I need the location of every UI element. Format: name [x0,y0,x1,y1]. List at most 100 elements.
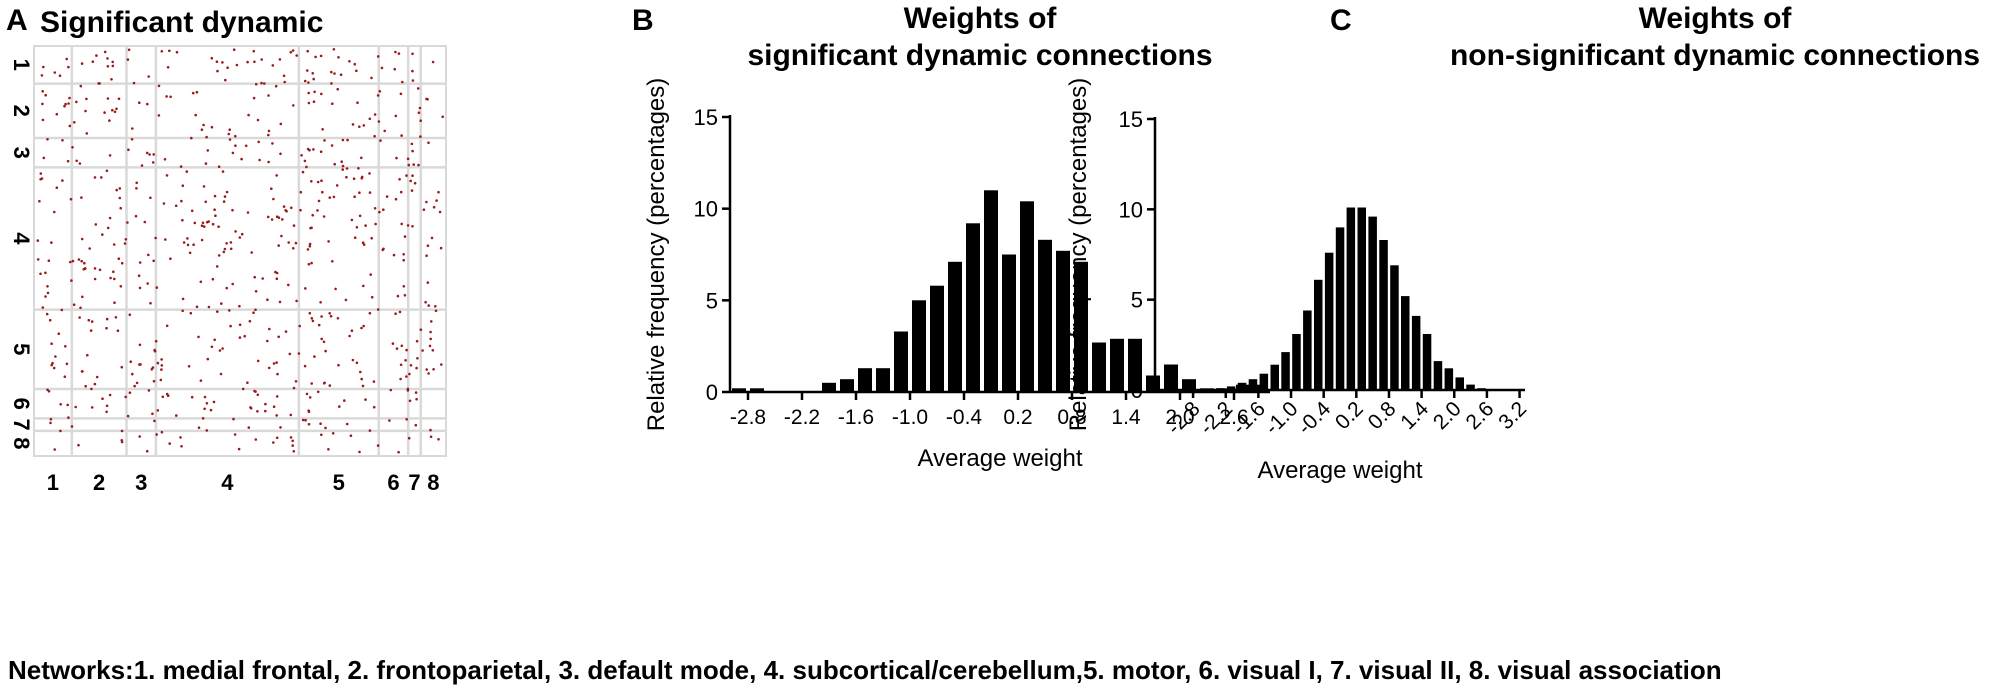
connection-dot [310,317,314,320]
heatmap-row-label: 5 [9,343,34,355]
connection-dot [263,82,266,85]
connection-dot [440,363,443,366]
x-tick-label: 2.0 [1165,406,1194,429]
connection-dot [128,391,132,395]
connection-dot [53,210,56,214]
x-tick-label: 0.2 [1003,406,1032,429]
connection-dot [182,241,186,244]
connection-dot [105,317,109,321]
connection-dot [225,242,228,245]
connection-dot [399,190,403,194]
connection-dot [306,49,310,53]
connection-dot [84,384,87,388]
connection-dot [248,319,252,323]
connection-dot [53,448,56,451]
connection-dot [44,295,47,298]
connection-dot [278,58,282,61]
x-tick-label: 0.8 [1364,397,1401,434]
connection-dot [206,357,210,361]
connection-dot [381,248,385,252]
connection-dot [139,363,142,366]
connection-dot [108,393,112,397]
connection-dot [219,372,223,376]
connection-dot [174,204,178,208]
y-tick-label: 5 [706,288,718,313]
connection-dot [429,435,433,439]
connection-dot [370,295,374,299]
connection-dot [429,330,432,334]
histogram-bar [1270,364,1279,390]
connection-dot [360,377,364,381]
connection-dot [71,259,75,263]
connection-dot [79,84,83,88]
connection-dot [165,392,169,396]
connection-dot [106,226,110,230]
panel-letter-b: B [632,4,654,37]
connection-dot [120,429,124,433]
connection-dot [350,218,354,222]
connection-dot [377,120,381,123]
connection-dot [264,409,267,413]
connection-dot [372,380,376,383]
connection-dot [97,82,100,85]
connection-dot [292,247,295,250]
connection-dot [39,272,42,276]
connection-dot [84,267,87,270]
connection-dot [337,363,340,367]
connection-dot [284,330,288,333]
connection-dot [330,82,333,85]
connection-dot [217,254,221,257]
connection-dot [310,261,313,265]
connection-dot [135,381,139,385]
y-tick-label: 0 [1131,378,1143,403]
connection-dot [240,232,244,236]
connection-dot [112,270,115,274]
connection-dot [358,214,362,218]
connection-dot [80,259,83,263]
histogram-bar [1411,315,1421,390]
connection-dot [210,125,214,129]
connection-dot [355,69,358,73]
connection-dot [250,251,253,254]
connection-dot [93,382,97,386]
connection-dot [307,410,311,414]
connection-dot [59,429,62,433]
connection-dot [50,342,53,346]
connection-dot [199,379,203,383]
connection-dot [246,60,249,64]
connection-dot [356,101,359,104]
connection-dot [431,349,435,352]
connection-dot [175,50,179,54]
connection-dot [254,390,257,393]
connection-dot [195,90,199,94]
histogram-bar [1164,364,1178,392]
connection-dot [238,336,242,339]
histogram-bar [1335,227,1345,390]
connection-dot [229,247,233,251]
connection-dot [312,77,316,81]
connection-dot [157,114,161,117]
connection-dot [205,402,209,405]
x-tick-label: -1.6 [1228,397,1270,439]
connection-dot [398,310,402,314]
connection-dot [308,148,311,152]
connection-dot [61,139,64,142]
connection-dot [355,361,359,365]
connection-dot [120,261,124,265]
connection-dot [156,409,160,412]
connection-dot [339,73,343,76]
connection-dot [303,79,307,83]
connection-dot [109,276,112,280]
connection-dot [207,220,210,223]
connection-dot [152,259,155,263]
connection-dot [145,449,149,453]
heatmap-row-label: 1 [9,59,34,71]
connection-dot [362,243,366,246]
connection-dot [200,238,204,242]
histogram-bar [1146,375,1160,392]
histogram-b-title-line-1: Weights of [903,2,1057,35]
connection-dot [133,384,136,388]
connection-dot [294,241,298,245]
connection-dot [215,265,219,268]
histogram-bar [1110,338,1124,392]
